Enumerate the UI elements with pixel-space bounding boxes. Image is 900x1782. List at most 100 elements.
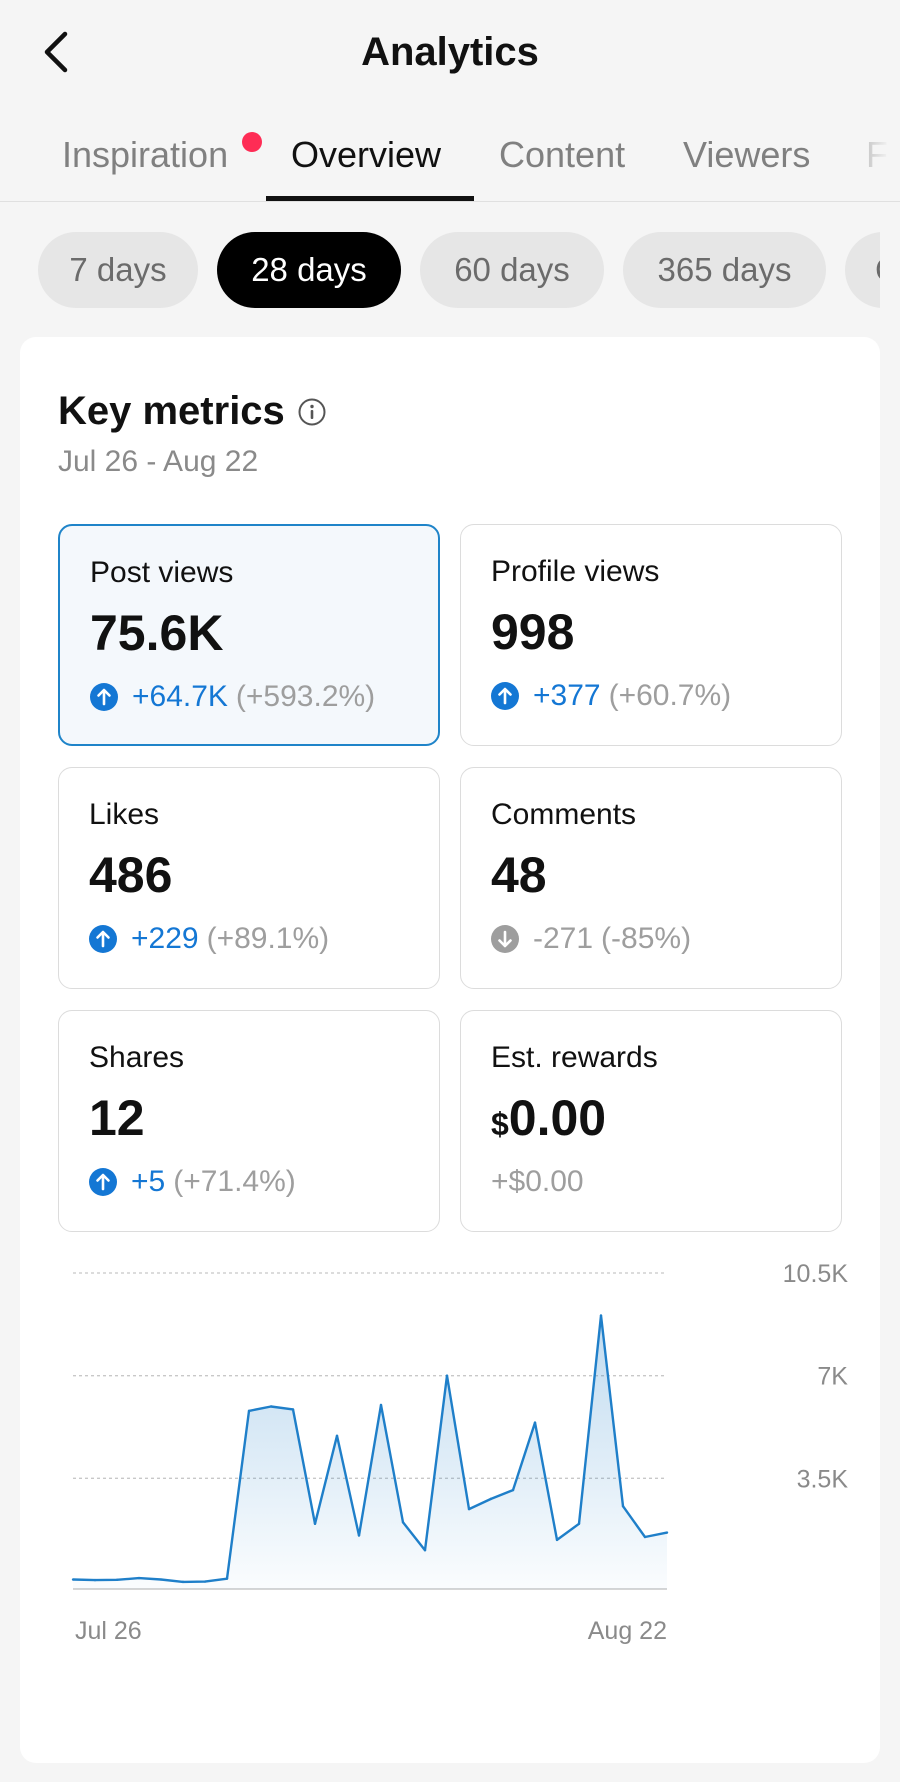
tab-content[interactable]: Content <box>499 134 626 175</box>
metric-label: Comments <box>491 798 637 831</box>
metric-value-amount: 0.00 <box>508 1090 607 1146</box>
date-range: Jul 26 - Aug 22 <box>58 445 259 478</box>
metric-card-profile-views[interactable]: Profile views 998 +377 (+60.7%) <box>460 524 842 746</box>
data-point <box>71 1578 75 1581</box>
data-point <box>269 1405 273 1408</box>
page-title: Analytics <box>361 30 539 74</box>
key-metrics-card: Key metrics Jul 26 - Aug 22 Post views 7… <box>20 337 880 1763</box>
data-point <box>115 1578 119 1582</box>
data-point <box>291 1408 295 1411</box>
chip-custom[interactable]: C <box>845 232 880 308</box>
data-point <box>555 1538 559 1542</box>
metric-change: +5 (+71.4%) <box>89 1165 296 1199</box>
metric-change: -271 (-85%) <box>491 922 691 956</box>
data-point <box>577 1522 581 1525</box>
post-views-chart[interactable]: 3.5K 7K 10.5K Jul 26 Aug 22 <box>60 1263 880 1733</box>
data-point <box>621 1505 625 1508</box>
data-point <box>225 1577 229 1580</box>
metric-change-value: +5 <box>131 1165 166 1198</box>
data-point <box>423 1549 427 1552</box>
data-point <box>401 1521 405 1524</box>
y-tick-label: 3.5K <box>797 1465 849 1493</box>
metric-change-value: +229 <box>131 922 199 955</box>
chevron-left-icon <box>44 31 68 73</box>
data-point <box>489 1497 493 1501</box>
data-point <box>159 1578 163 1581</box>
metric-change-percent: (-85%) <box>601 922 692 955</box>
metric-change-percent: (+89.1%) <box>206 922 330 955</box>
key-metrics-heading: Key metrics <box>58 389 327 434</box>
chip-28-days[interactable]: 28 days <box>217 232 401 308</box>
data-point <box>357 1534 361 1537</box>
x-tick-label-end: Aug 22 <box>588 1617 667 1645</box>
chip-60-days[interactable]: 60 days <box>420 232 604 308</box>
metric-card-likes[interactable]: Likes 486 +229 (+89.1%) <box>58 767 440 989</box>
data-point <box>93 1578 97 1582</box>
active-tab-indicator <box>266 196 474 201</box>
data-point <box>313 1522 317 1525</box>
metric-label: Shares <box>89 1041 185 1074</box>
back-button[interactable] <box>34 26 78 78</box>
date-range-chips: 7 days 28 days 60 days 365 days C <box>0 230 880 310</box>
tab-fade <box>830 110 900 200</box>
data-point <box>665 1531 669 1534</box>
metric-change-value: +64.7K <box>132 680 228 713</box>
metric-label: Est. rewards <box>491 1041 658 1074</box>
metric-label: Post views <box>90 556 234 589</box>
tab-inspiration[interactable]: Inspiration <box>62 134 229 175</box>
metric-card-comments[interactable]: Comments 48 -271 (-85%) <box>460 767 842 989</box>
tab-overview[interactable]: Overview <box>291 134 442 175</box>
data-point <box>379 1403 383 1407</box>
notification-dot <box>242 132 262 152</box>
metric-change-percent: (+593.2%) <box>235 680 376 713</box>
data-point <box>137 1576 141 1580</box>
area-fill <box>73 1315 667 1589</box>
chip-365-days[interactable]: 365 days <box>623 232 826 308</box>
metric-change-percent: (+60.7%) <box>608 679 732 712</box>
metric-card-est-rewards[interactable]: Est. rewards $0.00 +$0.00 <box>460 1010 842 1232</box>
data-point <box>467 1507 471 1511</box>
metric-card-shares[interactable]: Shares 12 +5 (+71.4%) <box>58 1010 440 1232</box>
currency-symbol: $ <box>491 1106 509 1142</box>
data-point <box>445 1374 449 1377</box>
metric-change: +64.7K (+593.2%) <box>90 680 375 714</box>
metric-change: +377 (+60.7%) <box>491 679 731 713</box>
key-metrics-title: Key metrics <box>58 389 285 433</box>
data-point <box>247 1409 251 1413</box>
metric-label: Profile views <box>491 555 660 588</box>
metric-change-value: +377 <box>533 679 601 712</box>
arrow-up-icon <box>491 682 519 710</box>
y-tick-label: 7K <box>817 1363 848 1391</box>
data-point <box>335 1434 339 1437</box>
y-tick-label: 10.5K <box>783 1263 849 1288</box>
metric-value: $0.00 <box>491 1089 606 1147</box>
metric-change: +229 (+89.1%) <box>89 922 329 956</box>
metric-change-value: -271 <box>533 922 594 955</box>
data-point <box>181 1580 185 1584</box>
metric-change-value: +$0.00 <box>491 1165 584 1198</box>
info-icon[interactable] <box>297 397 327 427</box>
arrow-down-icon <box>491 925 519 953</box>
metric-value: 48 <box>491 847 547 903</box>
metric-label: Likes <box>89 798 160 831</box>
data-point <box>599 1314 603 1317</box>
arrow-up-icon <box>90 683 118 711</box>
tab-viewers[interactable]: Viewers <box>683 134 811 175</box>
data-point <box>533 1421 537 1424</box>
metric-value: 998 <box>491 604 575 660</box>
arrow-up-icon <box>89 1168 117 1196</box>
series-line <box>72 1314 668 1584</box>
metric-change: +$0.00 <box>491 1165 584 1199</box>
metric-value: 75.6K <box>90 605 224 661</box>
header: Analytics <box>0 0 900 110</box>
data-point <box>643 1535 647 1539</box>
metric-value: 12 <box>89 1090 145 1146</box>
tab-bar: Inspiration Overview Content Viewers Fo <box>0 110 900 202</box>
data-point <box>511 1488 515 1492</box>
data-point <box>203 1580 207 1583</box>
metric-card-post-views[interactable]: Post views 75.6K +64.7K (+593.2%) <box>58 524 440 746</box>
chip-7-days[interactable]: 7 days <box>38 232 198 308</box>
x-tick-label-start: Jul 26 <box>75 1617 142 1645</box>
metric-value: 486 <box>89 847 173 903</box>
arrow-up-icon <box>89 925 117 953</box>
